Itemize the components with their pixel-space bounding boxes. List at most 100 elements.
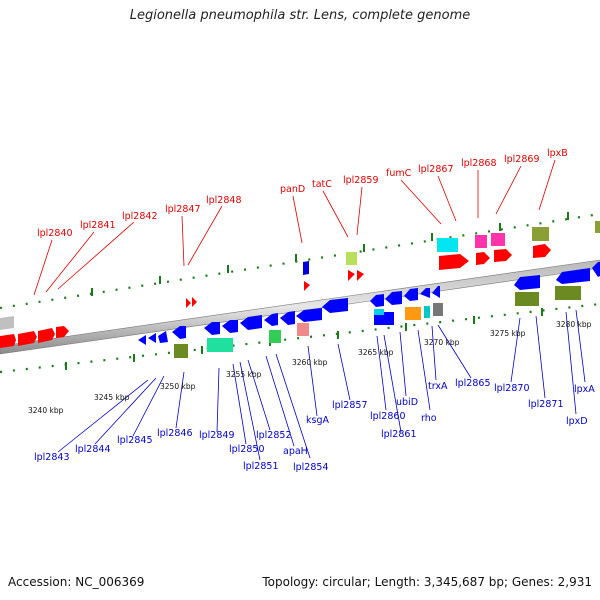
gene-fumC xyxy=(439,254,469,270)
topology-text: Topology: circular; Length: 3,345,687 bp… xyxy=(262,575,592,589)
gene-label-top: lpl2847 xyxy=(165,204,201,215)
gene-lpl2849-box xyxy=(207,338,233,352)
genome-backbone xyxy=(0,259,600,355)
gene-lpl2843 xyxy=(138,335,146,345)
kbp-label: 3250 kbp xyxy=(160,382,196,391)
gene-apaH xyxy=(280,311,295,325)
gene-label-top: lpl2868 xyxy=(461,158,497,169)
gene-label-bottom: apaH xyxy=(283,446,308,457)
map-title: Legionella pneumophila str. Lens, comple… xyxy=(129,8,471,23)
gene-lpl2846 xyxy=(172,326,186,339)
gene-trxA-box xyxy=(433,303,443,316)
kbp-label: 3260 kbp xyxy=(292,358,328,367)
gene-label-bottom: rho xyxy=(421,413,437,424)
gene-label-top: fumC xyxy=(386,168,412,179)
gene-label-top: lpxB xyxy=(547,148,568,159)
gene-lpl2867 xyxy=(476,252,490,265)
kbp-label: 3240 kbp xyxy=(28,406,64,415)
gene-label-bottom: trxA xyxy=(428,381,448,392)
gene-lpl2854 xyxy=(296,308,322,322)
gene-lpl2841 xyxy=(18,331,37,346)
gene-lpl2846-box xyxy=(174,344,188,358)
gene-label-bottom: lpl2861 xyxy=(381,429,417,440)
gene-panD-box xyxy=(303,261,309,275)
bottom-leader-lines xyxy=(57,309,586,461)
gene-lpl2842 xyxy=(38,328,55,343)
gene-label-bottom: lpl2860 xyxy=(370,411,406,422)
gene-rho xyxy=(420,288,430,298)
gene-tatC xyxy=(348,270,355,281)
gene-label-bottom: ksgA xyxy=(306,415,329,426)
gene-label-bottom: lpl2850 xyxy=(229,444,265,455)
kbp-label: 3270 kbp xyxy=(424,338,460,347)
gene-lpl2850 xyxy=(222,320,238,333)
gene-trxA xyxy=(432,286,440,298)
gene-lpl2842b xyxy=(56,326,69,338)
gene-lpl2845 xyxy=(158,331,168,343)
gene-tatC-box xyxy=(346,252,357,265)
gene-label-top: tatC xyxy=(312,179,332,190)
gene-label-bottom: lpl2844 xyxy=(75,444,111,455)
gene-label-top: lpl2867 xyxy=(418,164,454,175)
gene-label-top: lpl2842 xyxy=(122,211,158,222)
gene-lpl2844 xyxy=(148,333,156,343)
kbp-labels: 3240 kbp 3245 kbp 3250 kbp 3255 kbp 3260… xyxy=(28,320,592,415)
bottom-gene-labels: lpl2843 lpl2844 lpl2845 lpl2846 lpl2849 … xyxy=(34,378,595,473)
kbp-label: 3280 kbp xyxy=(556,320,592,329)
gene-label-top: panD xyxy=(280,184,305,195)
gene-lpl2870-box xyxy=(515,292,539,306)
gene-lpl2871 xyxy=(556,268,590,284)
gene-lpl2840 xyxy=(0,334,16,348)
gene-label-bottom: lpxA xyxy=(574,384,595,395)
top-leader-lines xyxy=(33,159,556,296)
gene-label-bottom: lpl2846 xyxy=(157,428,193,439)
gene-label-top: lpl2859 xyxy=(343,175,379,186)
gene-grey xyxy=(0,316,14,330)
gene-label-bottom: ubiD xyxy=(396,397,418,408)
gene-label-top: lpl2848 xyxy=(206,195,242,206)
gene-label-bottom: lpl2865 xyxy=(455,378,491,389)
gene-lpl2852-box xyxy=(269,330,281,343)
accession-text: Accession: NC_006369 xyxy=(8,575,145,589)
gene-panD xyxy=(304,281,310,291)
gene-lpl2868-box xyxy=(491,233,505,246)
gene-rho-box xyxy=(424,306,430,318)
gene-lpl2857 xyxy=(322,298,348,313)
gene-lpl2859 xyxy=(357,270,364,281)
kbp-label: 3255 kbp xyxy=(226,370,262,379)
gene-label-top: lpl2840 xyxy=(37,228,73,239)
gene-label-bottom: lpl2849 xyxy=(199,430,235,441)
gene-label-top: lpl2869 xyxy=(504,154,540,165)
forward-genes xyxy=(0,221,600,348)
kbp-label: 3275 kbp xyxy=(490,329,526,338)
gene-label-bottom: lpl2854 xyxy=(293,462,329,473)
gene-ksgA-box xyxy=(297,323,309,336)
gene-label-bottom: lpl2843 xyxy=(34,452,70,463)
gene-lpl2860-cyan xyxy=(374,309,384,315)
gene-lpl2848 xyxy=(192,297,197,307)
gene-lpl2868 xyxy=(494,249,512,262)
gene-lpl2849 xyxy=(204,322,220,335)
gene-fumC-box xyxy=(437,238,458,252)
gene-label-bottom: lpl2852 xyxy=(256,430,292,441)
gene-lpl2861 xyxy=(385,291,402,305)
gene-lpl2860 xyxy=(370,294,384,307)
gene-lpl2851 xyxy=(240,315,262,330)
gene-lpl2869-box xyxy=(532,227,549,241)
gene-lpxB xyxy=(533,244,551,258)
gene-ubiD xyxy=(404,288,418,301)
gene-lpl2871-box xyxy=(555,286,581,300)
gene-lpl2870 xyxy=(514,275,540,290)
gene-lpl2852 xyxy=(264,313,278,326)
top-gene-labels: lpl2840 lpl2841 lpl2842 lpl2847 lpl2848 … xyxy=(37,148,568,239)
gene-label-bottom: lpl2870 xyxy=(494,383,530,394)
gene-label-bottom: lpxD xyxy=(566,416,588,427)
gene-lpl2860-box xyxy=(374,312,394,325)
gene-ubiD-box xyxy=(405,307,421,320)
reverse-genes xyxy=(138,262,600,358)
gene-label-bottom: lpl2871 xyxy=(528,399,564,410)
gene-label-bottom: lpl2851 xyxy=(243,461,279,472)
gene-label-bottom: lpl2845 xyxy=(117,435,153,446)
gene-lpxA xyxy=(592,262,600,277)
